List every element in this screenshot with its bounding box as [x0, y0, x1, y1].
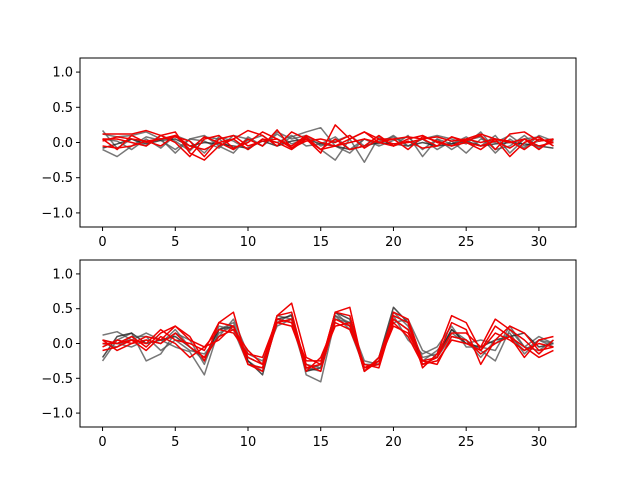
subplot-2-y-tick-label-1: −0.5	[41, 372, 73, 387]
subplot-2-x-tick-label-0: 0	[98, 435, 106, 450]
subplot-1-y-tick-label-4: 1.0	[52, 66, 73, 81]
subplot-1-series-group	[101, 124, 554, 163]
subplot-1-series-6-line	[102, 124, 554, 161]
subplot-1-series-2-line	[102, 133, 554, 163]
subplot-1-y-tick-label-3: 0.5	[52, 101, 73, 116]
subplot-2-y-tick-label-3: 0.5	[52, 302, 73, 317]
subplot-1-y-tick-label-0: −1.0	[41, 206, 73, 221]
subplot-2-x-tick-label-10: 10	[240, 435, 257, 450]
subplot-1-series-9-line	[102, 131, 554, 158]
subplot-1-x-tick-label-30: 30	[531, 235, 548, 250]
subplot-1: 0 5 10 15 20 25 30 −1.0 −0.5 0.0 0.5 1.0	[41, 57, 577, 250]
subplot-2-x-tick-label-30: 30	[531, 435, 548, 450]
subplot-2-series-10-line	[102, 318, 554, 373]
subplot-2-x-tick-label-20: 20	[385, 435, 402, 450]
subplot-1-x-tick-label-15: 15	[312, 235, 329, 250]
subplot-1-y-tick-label-1: −0.5	[41, 171, 73, 186]
subplot-1-x-tick-label-5: 5	[171, 235, 179, 250]
subplot-2-series-group	[101, 302, 554, 383]
subplot-1-series-10-line	[102, 134, 554, 151]
subplot-2-x-tick-label-5: 5	[171, 435, 179, 450]
subplot-2-series-8-line	[102, 318, 554, 373]
subplot-2-y-tick-label-4: 1.0	[52, 267, 73, 282]
subplot-2-y-tick-label-2: 0.0	[52, 337, 73, 352]
subplot-1-x-tick-label-0: 0	[98, 235, 106, 250]
subplot-2-x-tick-label-15: 15	[312, 435, 329, 450]
subplot-1-x-tick-label-10: 10	[240, 235, 257, 250]
subplot-1-y-tick-label-2: 0.0	[52, 136, 73, 151]
subplot-1-x-tick-label-25: 25	[458, 235, 475, 250]
subplot-2: 0 5 10 15 20 25 30 −1.0 −0.5 0.0 0.5 1.0	[41, 259, 577, 450]
subplot-2-x-tick-label-25: 25	[458, 435, 475, 450]
subplot-1-x-tick-label-20: 20	[385, 235, 402, 250]
subplot-2-y-tick-label-0: −1.0	[41, 407, 73, 422]
